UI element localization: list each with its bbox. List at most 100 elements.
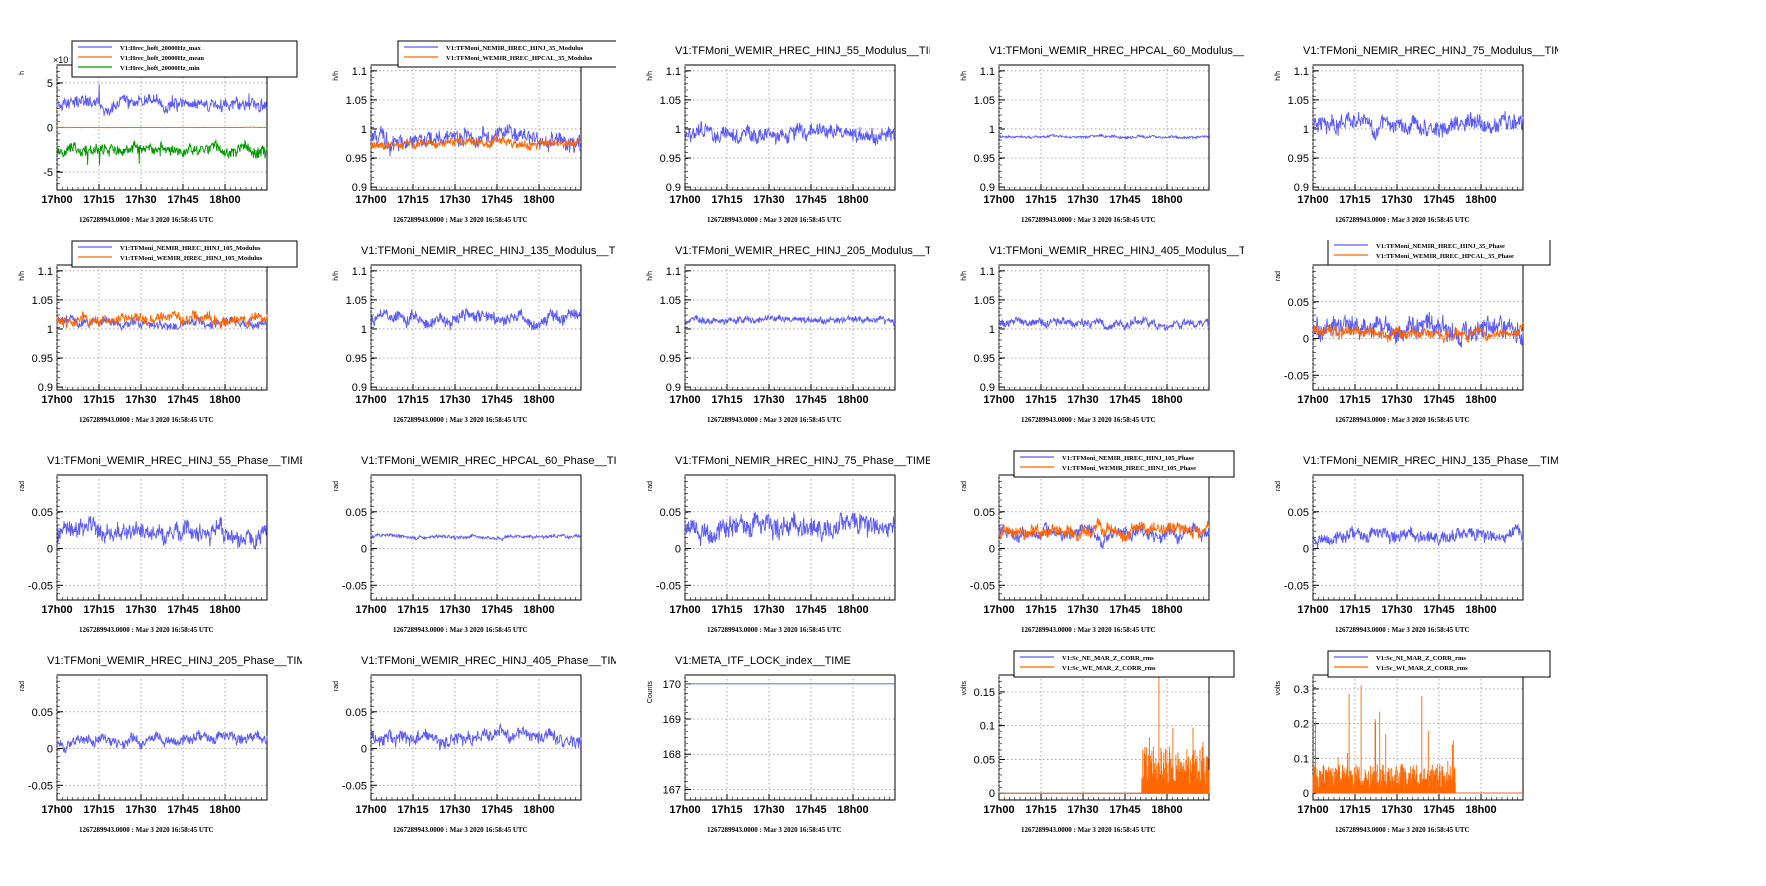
x-tick-label: 17h30 — [1067, 194, 1098, 206]
y-axis-label: rad — [1275, 271, 1282, 281]
chart-panel-8: 0.9 0.95 1 1.05 1.1 17h00 17h15 17h30 17h45 18h00… — [647, 245, 930, 424]
y-axis-label: rad — [333, 681, 340, 691]
y-axis-label: rad — [19, 681, 26, 691]
y-tick-label: 169 — [663, 714, 681, 726]
y-tick-label: 0.9 — [352, 382, 367, 394]
series-line-1 — [1312, 311, 1524, 348]
x-tick-label: 18h00 — [523, 604, 554, 616]
plot-frame — [998, 64, 1210, 191]
timestamp-label: 1267289943.0000 : Mar 3 2020 16:58:45 UT… — [79, 826, 214, 834]
y-tick-label: 1 — [47, 324, 53, 336]
y-tick-label: 0.9 — [38, 382, 53, 394]
timestamp-label: 1267289943.0000 : Mar 3 2020 16:58:45 UT… — [79, 416, 214, 424]
x-tick-label: 18h00 — [523, 194, 554, 206]
y-tick-label: 0 — [989, 544, 995, 556]
legend: V1:Sc_NE_MAR_Z_CORR_rms V1:Sc_WE_MAR_Z_CO… — [1013, 650, 1235, 678]
y-tick-label: 1.1 — [1294, 66, 1309, 78]
y-tick-label: 170 — [663, 679, 681, 691]
chart-title: V1:TFMoni_NEMIR_HREC_HINJ_75_Phase__TIME — [675, 455, 930, 467]
legend-entry: V1:TFMoni_WEMIR_HREC_HINJ_105_Modulus — [120, 255, 263, 262]
chart-title: V1:TFMoni_WEMIR_HREC_HINJ_205_Modulus__T… — [675, 245, 930, 257]
legend-entry: V1:TFMoni_NEMIR_HREC_HINJ_105_Phase — [1062, 455, 1194, 462]
timestamp-label: 1267289943.0000 : Mar 3 2020 16:58:45 UT… — [393, 216, 528, 224]
x-tick-label: 17h00 — [669, 604, 700, 616]
y-tick-label: 1.05 — [346, 95, 367, 107]
y-axis-label: rad — [19, 481, 26, 491]
y-axis-label: h — [19, 71, 26, 75]
y-tick-label: 0 — [1303, 334, 1309, 346]
y-tick-label: 0.95 — [660, 153, 681, 165]
legend: V1:Hrec_hoft_20000Hz_max V1:Hrec_hoft_200… — [71, 40, 298, 78]
y-tick-label: 1.1 — [352, 66, 367, 78]
x-tick-label: 17h45 — [1109, 604, 1140, 616]
y-tick-label: 1.1 — [980, 266, 995, 278]
y-tick-label: 0 — [47, 744, 53, 756]
y-tick-label: 0.9 — [1294, 182, 1309, 194]
y-tick-label: 1.05 — [974, 295, 995, 307]
timestamp-label: 1267289943.0000 : Mar 3 2020 16:58:45 UT… — [707, 416, 842, 424]
chart-panel-17: -0.05 0 0.05 17h00 17h15 17h30 17h45 18h00 rad V1… — [333, 655, 616, 834]
y-axis-label: rad — [333, 481, 340, 491]
chart-panel-13: -0.05 0 0.05 17h00 17h15 17h30 17h45 18h00 rad V1… — [647, 455, 930, 634]
legend-entry: V1:TFMoni_WEMIR_HREC_HPCAL_35_Phase — [1376, 253, 1514, 260]
x-tick-label: 18h00 — [1151, 804, 1182, 816]
series-line-1 — [370, 308, 582, 331]
x-tick-label: 17h15 — [711, 194, 742, 206]
y-tick-label: 0.95 — [32, 353, 53, 365]
x-tick-label: 17h00 — [1297, 604, 1328, 616]
chart-panel-3: 0.9 0.95 1 1.05 1.1 17h00 17h15 17h30 17h45 18h00… — [647, 45, 930, 224]
x-tick-label: 17h15 — [711, 804, 742, 816]
x-tick-label: 17h30 — [1067, 394, 1098, 406]
x-tick-label: 17h30 — [1067, 604, 1098, 616]
chart-panel-6: 0.9 0.95 1 1.05 1.1 17h00 17h15 17h30 17h45 18h00… — [19, 240, 298, 424]
timestamp-label: 1267289943.0000 : Mar 3 2020 16:58:45 UT… — [1021, 826, 1156, 834]
series-line-1 — [370, 532, 582, 542]
y-tick-label: 1.1 — [980, 66, 995, 78]
chart-title: V1:TFMoni_NEMIR_HREC_HINJ_135_Modulus__T… — [361, 245, 616, 257]
y-tick-label: 0.15 — [974, 687, 995, 699]
x-tick-label: 17h45 — [1109, 394, 1140, 406]
legend: V1:TFMoni_NEMIR_HREC_HINJ_105_Phase V1:TF… — [1013, 450, 1235, 478]
y-tick-label: 0.95 — [346, 353, 367, 365]
y-axis-label: rad — [1275, 481, 1282, 491]
timestamp-label: 1267289943.0000 : Mar 3 2020 16:58:45 UT… — [1021, 216, 1156, 224]
y-tick-label: 0.05 — [346, 707, 367, 719]
x-tick-label: 17h45 — [481, 804, 512, 816]
x-tick-label: 18h00 — [837, 804, 868, 816]
y-tick-label: 0.95 — [1288, 153, 1309, 165]
y-axis-label: h/h — [333, 71, 340, 81]
chart-title: V1:TFMoni_NEMIR_HREC_HINJ_135_Phase__TIM… — [1303, 455, 1558, 467]
legend-box — [1013, 450, 1235, 478]
x-tick-label: 17h15 — [83, 194, 114, 206]
plot-frame — [370, 264, 582, 391]
x-tick-label: 17h00 — [355, 194, 386, 206]
timestamp-label: 1267289943.0000 : Mar 3 2020 16:58:45 UT… — [707, 626, 842, 634]
series-line-2 — [1312, 322, 1524, 344]
legend: V1:Sc_NI_MAR_Z_CORR_rms V1:Sc_WI_MAR_Z_CO… — [1327, 650, 1551, 678]
timestamp-label: 1267289943.0000 : Mar 3 2020 16:58:45 UT… — [1335, 626, 1470, 634]
x-tick-label: 17h30 — [439, 394, 470, 406]
timestamp-label: 1267289943.0000 : Mar 3 2020 16:58:45 UT… — [1335, 216, 1470, 224]
x-tick-label: 17h15 — [711, 394, 742, 406]
x-tick-label: 17h00 — [669, 804, 700, 816]
chart-panel-12: -0.05 0 0.05 17h00 17h15 17h30 17h45 18h00 rad V1… — [333, 455, 616, 634]
chart-panel-19: 0 0.05 0.1 0.15 17h00 17h15 17h30 17h45 18h00 vol… — [961, 650, 1235, 834]
x-tick-label: 17h30 — [753, 804, 784, 816]
series-line-1 — [684, 121, 896, 146]
x-tick-label: 17h45 — [795, 804, 826, 816]
x-tick-label: 18h00 — [837, 394, 868, 406]
y-tick-label: 1.1 — [38, 266, 53, 278]
series-line-2 — [57, 126, 267, 129]
x-tick-label: 17h00 — [355, 604, 386, 616]
y-tick-label: 0.95 — [346, 153, 367, 165]
x-tick-label: 17h15 — [1025, 604, 1056, 616]
chart-title: V1:META_ITF_LOCK_index__TIME — [675, 655, 851, 667]
y-tick-label: -5 — [43, 167, 53, 179]
x-tick-label: 18h00 — [209, 604, 240, 616]
x-tick-label: 17h45 — [795, 604, 826, 616]
y-tick-label: 0 — [989, 788, 995, 800]
chart-panel-16: -0.05 0 0.05 17h00 17h15 17h30 17h45 18h00 rad V1… — [19, 655, 302, 834]
timestamp-label: 1267289943.0000 : Mar 3 2020 16:58:45 UT… — [1021, 626, 1156, 634]
plot-frame — [370, 474, 582, 601]
x-tick-label: 17h45 — [1109, 804, 1140, 816]
